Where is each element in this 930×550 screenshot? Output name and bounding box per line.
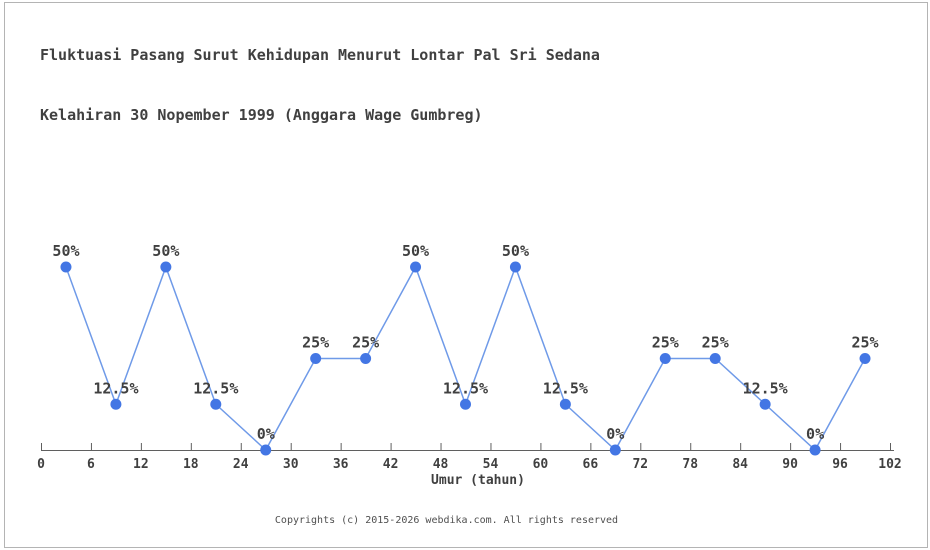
data-point: [509, 261, 521, 273]
data-point-label: 50%: [152, 242, 179, 260]
data-point-label: 12.5%: [443, 379, 488, 397]
data-point: [310, 353, 322, 364]
data-point-label: 50%: [52, 242, 79, 260]
x-tick-label: 102: [878, 457, 901, 472]
data-point: [609, 444, 621, 456]
x-tick-label: 84: [732, 457, 748, 472]
x-tick-label: 6: [87, 457, 95, 472]
data-point-label: 25%: [352, 334, 379, 352]
x-tick-label: 42: [383, 457, 399, 472]
x-tick-label: 12: [133, 457, 149, 472]
data-point-label: 12.5%: [743, 379, 788, 397]
data-point-label: 25%: [702, 334, 729, 352]
x-tick-label: 30: [283, 457, 299, 472]
data-point-label: 12.5%: [543, 379, 588, 397]
x-tick-label: 36: [333, 457, 349, 472]
data-point-label: 25%: [851, 334, 878, 352]
data-point-label: 25%: [302, 334, 329, 352]
data-point: [160, 261, 172, 273]
x-tick-label: 0: [37, 457, 45, 472]
data-point-label: 25%: [652, 334, 679, 352]
chart-title-line2: Kelahiran 30 Nopember 1999 (Anggara Wage…: [40, 106, 483, 124]
data-point: [260, 444, 272, 456]
copyright-text: Copyrights (c) 2015-2026 webdika.com. Al…: [274, 515, 619, 526]
data-point: [759, 398, 771, 410]
chart-line: [65, 264, 866, 452]
x-tick-label: 90: [782, 457, 798, 472]
data-point: [110, 398, 122, 410]
data-point-label: 0%: [606, 425, 624, 443]
data-point: [210, 398, 222, 410]
x-tick-label: 18: [183, 457, 199, 472]
data-point: [410, 261, 422, 273]
x-tick-label: 54: [483, 457, 499, 472]
data-point-label: 50%: [502, 242, 529, 260]
data-point: [459, 398, 471, 410]
data-point: [559, 398, 571, 410]
chart-title-line1: Fluktuasi Pasang Surut Kehidupan Menurut…: [40, 46, 600, 64]
chart-title: Fluktuasi Pasang Surut Kehidupan Menurut…: [40, 5, 600, 145]
x-tick-label: 72: [632, 457, 648, 472]
data-point-label: 0%: [257, 425, 275, 443]
data-point-label: 12.5%: [193, 379, 238, 397]
x-axis-label: Umur (tahun): [431, 473, 525, 488]
x-tick-label: 48: [433, 457, 449, 472]
data-point: [360, 353, 372, 364]
data-point: [709, 353, 721, 364]
data-point-label: 50%: [402, 242, 429, 260]
data-point: [60, 261, 72, 273]
x-tick-label: 96: [832, 457, 848, 472]
data-point: [659, 353, 671, 364]
data-point-label: 12.5%: [93, 379, 138, 397]
data-point: [809, 444, 821, 456]
data-point-label: 0%: [806, 425, 824, 443]
x-tick-label: 24: [233, 457, 249, 472]
x-tick-label: 78: [682, 457, 698, 472]
x-tick-label: 60: [533, 457, 549, 472]
x-tick-label: 66: [583, 457, 599, 472]
data-point: [859, 353, 871, 364]
